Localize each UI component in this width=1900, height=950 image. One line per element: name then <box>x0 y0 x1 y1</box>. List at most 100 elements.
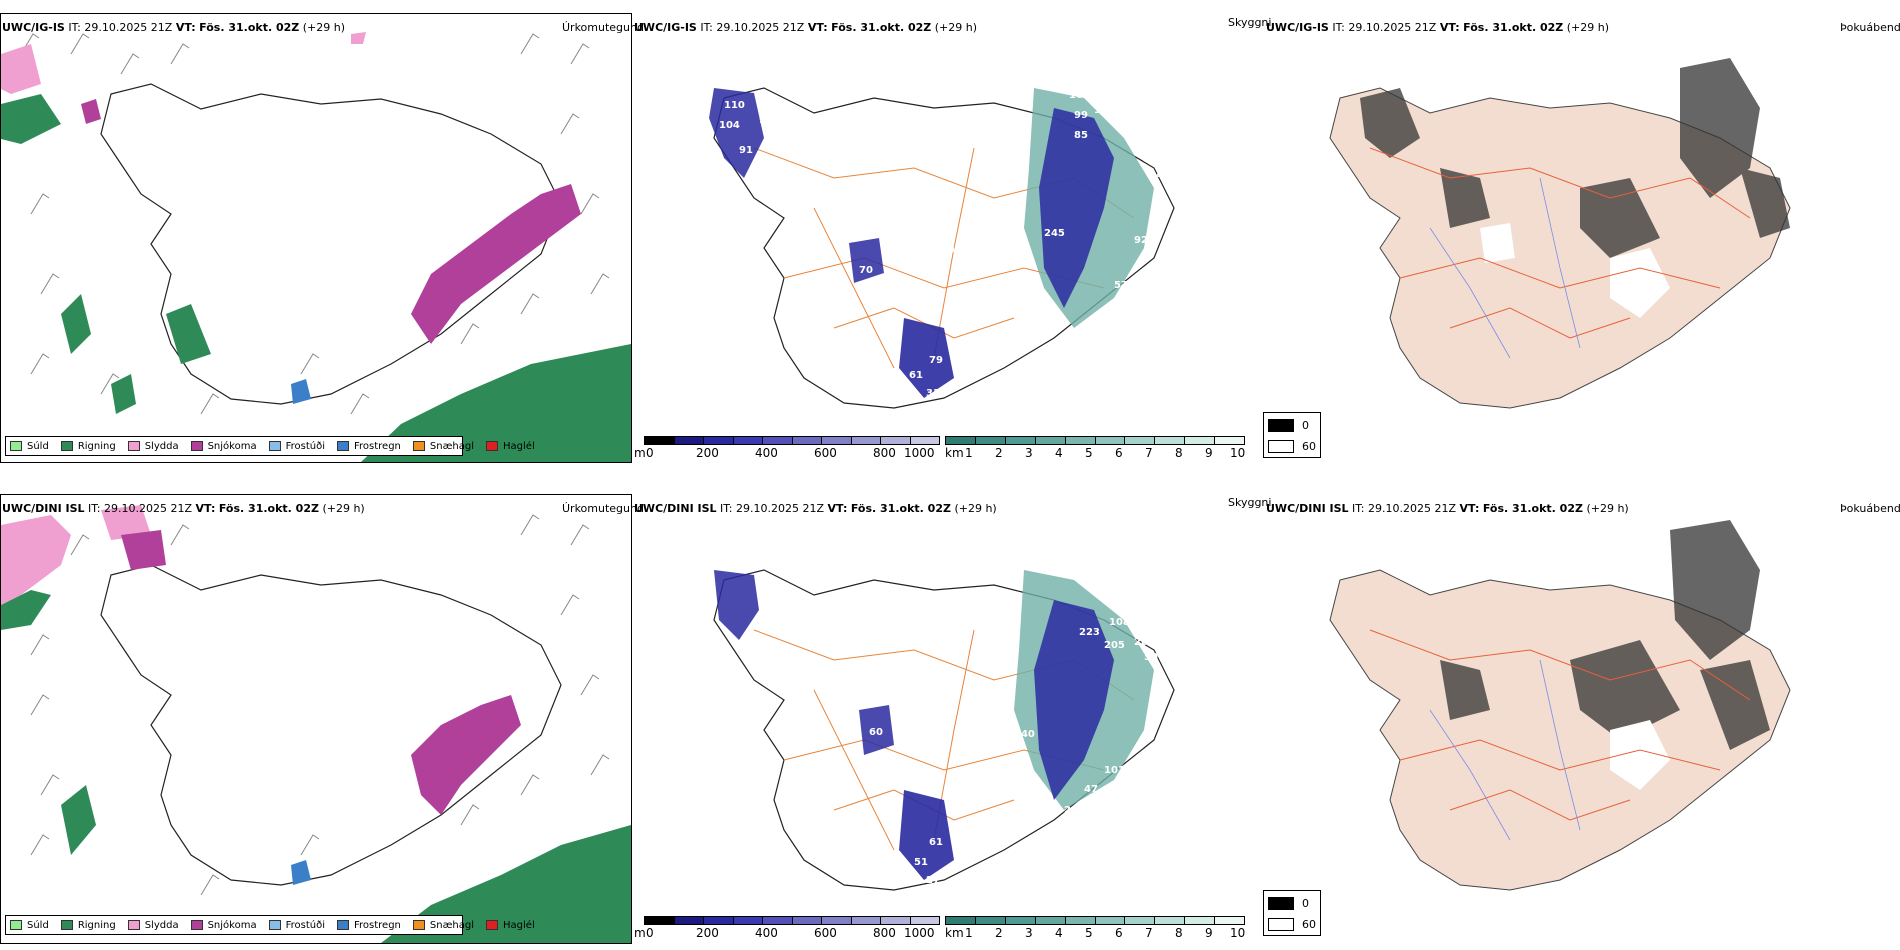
value-label: 108 <box>1109 617 1130 628</box>
colorbar-tick: 3 <box>1025 926 1033 940</box>
colorbar-tick: 200 <box>696 446 719 460</box>
precip-legend-bottom: Súld Rigning Slydda Snjókoma Frostúði Fr… <box>5 915 535 935</box>
legend-item: Frostregn <box>337 920 401 931</box>
precip-map-top <box>1 32 631 462</box>
colorbar-tick: 1000 <box>904 926 935 940</box>
roads <box>1369 629 1751 821</box>
value-label: 26 <box>1134 637 1148 648</box>
value-label: 50 <box>1144 652 1158 663</box>
legend-item: Haglél <box>486 920 535 931</box>
rivers <box>1429 659 1581 841</box>
value-label: 99 <box>1074 110 1088 121</box>
precip-rain-sea <box>361 344 631 462</box>
legend-swatch <box>268 920 281 930</box>
fog-legend-bottom: 0 60 <box>1263 890 1321 936</box>
precip-rain-west2 <box>61 294 211 414</box>
roads <box>1369 147 1751 339</box>
colorbar-tick: 0 <box>646 926 654 940</box>
visibility-colorbar-strip <box>945 436 1245 445</box>
value-labels: 108 69 61 108 205 223 26 43 58 50 60 140… <box>869 532 1173 886</box>
value-label: 60 <box>869 727 883 738</box>
visibility-colorbar-bottom: km 1 2 3 4 5 6 7 8 9 10 <box>945 916 1255 942</box>
value-label: 69 <box>1119 592 1133 603</box>
precip-rain-west <box>1 590 96 855</box>
colorbar-tick: 5 <box>1085 446 1093 460</box>
cloud-header-bottom: UWC/DINI ISL IT: 29.10.2025 21Z VT: Fös.… <box>634 502 997 515</box>
fog-dark-areas <box>1360 58 1790 258</box>
fog-header-top: UWC/IG-IS IT: 29.10.2025 21Z VT: Fös. 31… <box>1266 21 1610 34</box>
legend-swatch <box>412 920 425 930</box>
cloud-map-bottom: 108 69 61 108 205 223 26 43 58 50 60 140… <box>713 532 1175 891</box>
legend-swatch <box>127 441 140 451</box>
value-label: 104 <box>719 120 740 131</box>
colorbar-tick: 1000 <box>904 446 935 460</box>
value-label: 108 <box>1064 557 1085 568</box>
value-label: 125 <box>1094 105 1115 116</box>
colorbar-tick: 7 <box>1145 446 1153 460</box>
precip-freezing <box>291 860 311 885</box>
value-label: 79 <box>929 355 943 366</box>
colorbar-unit: m <box>634 446 646 460</box>
ceiling-colorbar-top: m 0 200 400 600 800 1000 <box>634 436 940 462</box>
colorbar-tick: 6 <box>1115 446 1123 460</box>
legend-item: Slydda <box>127 920 179 931</box>
value-label: 31 <box>926 388 940 399</box>
ceiling-colorbar-strip <box>644 916 940 925</box>
cloud-nw <box>714 570 759 640</box>
precip-map-bottom <box>1 505 631 943</box>
legend-swatch <box>412 441 425 451</box>
colorbar-tick: 5 <box>1085 926 1093 940</box>
fog-legend-row: 60 <box>1268 440 1316 453</box>
colorbar-tick: 4 <box>1055 446 1063 460</box>
value-label: 91 <box>759 115 773 126</box>
wind-barbs <box>20 514 610 896</box>
legend-item: Snæhagl <box>412 441 474 452</box>
cloud-center <box>849 238 884 283</box>
fog-header-bottom: UWC/DINI ISL IT: 29.10.2025 21Z VT: Fös.… <box>1266 502 1629 515</box>
value-label: 61 <box>1124 532 1138 543</box>
fog-title-bottom: Þokuábendi <box>1840 502 1900 515</box>
precip-rain-sea <box>381 825 631 943</box>
cloud-header-top: UWC/IG-IS IT: 29.10.2025 21Z VT: Fös. 31… <box>634 21 978 34</box>
value-label: 58 <box>1159 637 1173 648</box>
legend-swatch <box>10 920 22 930</box>
legend-swatch <box>486 920 499 930</box>
value-labels: 108 125 99 85 83 91 104 91 110 31 79 61 … <box>719 90 1163 399</box>
iceland-outline <box>100 564 562 886</box>
legend-item: Súld <box>10 441 49 452</box>
legend-item: Snjókoma <box>190 441 257 452</box>
value-label: 47 <box>1084 784 1098 795</box>
fog-swatch <box>1268 918 1294 931</box>
colorbar-tick: 9 <box>1205 446 1213 460</box>
legend-swatch <box>127 920 140 930</box>
colorbar-unit: m <box>634 926 646 940</box>
legend-swatch <box>190 920 203 930</box>
legend-item: Rigning <box>60 920 116 931</box>
colorbar-tick: 8 <box>1175 446 1183 460</box>
legend-item: Súld <box>10 920 49 931</box>
fog-legend-top: 0 60 <box>1263 412 1321 458</box>
fog-swatch <box>1268 897 1294 910</box>
precip-title-bottom: Úrkomutegund <box>562 502 644 515</box>
cloud-center <box>859 705 894 755</box>
legend-swatch <box>190 441 203 451</box>
cloud-south <box>899 318 954 398</box>
value-label: 91 <box>739 145 753 156</box>
fog-legend-row: 0 <box>1268 419 1309 432</box>
precip-header-bottom: UWC/DINI ISL IT: 29.10.2025 21Z VT: Fös.… <box>2 502 365 515</box>
legend-item: Rigning <box>60 441 116 452</box>
value-label: 205 <box>1104 640 1125 651</box>
value-label: 51 <box>914 857 928 868</box>
value-label: 245 <box>1044 228 1065 239</box>
colorbar-tick: 800 <box>873 926 896 940</box>
colorbar-tick: 0 <box>646 446 654 460</box>
colorbar-tick: 9 <box>1205 926 1213 940</box>
precip-snow-east <box>411 695 521 815</box>
cloud-south <box>899 790 954 880</box>
value-label: 83 <box>1119 120 1133 131</box>
cloud-nw <box>709 88 764 178</box>
precip-sleet-nw <box>1 505 151 605</box>
fog-legend-row: 60 <box>1268 918 1316 931</box>
value-label: 43 <box>1159 612 1173 623</box>
precip-freezing <box>291 379 311 404</box>
